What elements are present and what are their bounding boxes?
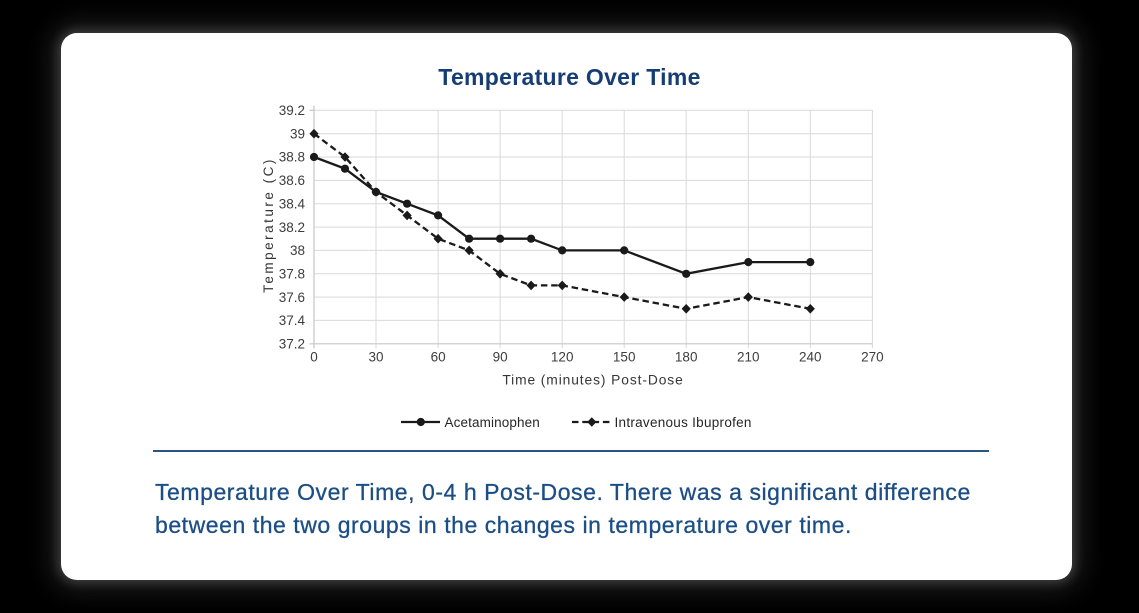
svg-text:37.2: 37.2 (279, 337, 305, 352)
svg-text:38.6: 38.6 (279, 173, 305, 188)
svg-text:210: 210 (737, 350, 760, 365)
svg-text:Time (minutes) Post-Dose: Time (minutes) Post-Dose (502, 373, 683, 388)
svg-text:38.8: 38.8 (279, 150, 305, 165)
svg-text:90: 90 (493, 350, 508, 365)
svg-text:180: 180 (675, 350, 698, 365)
svg-text:30: 30 (368, 350, 383, 365)
svg-text:37.8: 37.8 (279, 266, 305, 281)
svg-text:38: 38 (290, 243, 305, 258)
svg-text:37.4: 37.4 (279, 313, 306, 328)
svg-text:Acetaminophen: Acetaminophen (445, 415, 540, 430)
svg-text:0: 0 (310, 350, 318, 365)
svg-text:150: 150 (613, 350, 636, 365)
svg-text:60: 60 (431, 350, 446, 365)
svg-text:37.6: 37.6 (279, 290, 305, 305)
svg-text:38.2: 38.2 (279, 220, 305, 235)
svg-text:Temperature (C): Temperature (C) (261, 157, 276, 293)
svg-text:39.2: 39.2 (279, 103, 305, 118)
svg-text:38.4: 38.4 (279, 196, 306, 211)
svg-text:Intravenous Ibuprofen: Intravenous Ibuprofen (615, 415, 752, 430)
svg-text:270: 270 (861, 350, 884, 365)
svg-text:240: 240 (799, 350, 822, 365)
svg-text:39: 39 (290, 126, 305, 141)
svg-text:120: 120 (551, 350, 574, 365)
